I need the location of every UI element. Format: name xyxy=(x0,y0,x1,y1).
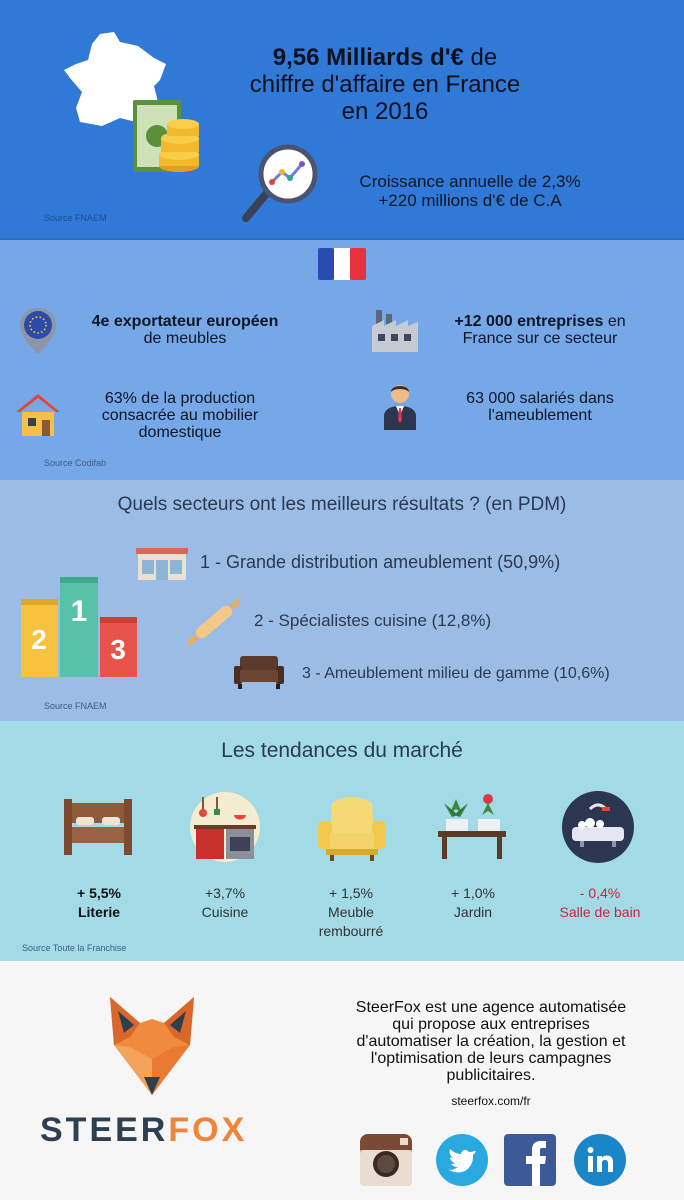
trend-literie: + 5,5% Literie xyxy=(44,884,154,922)
france-flag-icon xyxy=(318,248,366,280)
production-stat: 63% de la production consacrée au mobili… xyxy=(70,390,290,441)
brand-fox: FOX xyxy=(168,1111,248,1149)
armchair-icon xyxy=(316,795,388,861)
bed-icon xyxy=(62,797,134,857)
footer-section: STEERFOX SteerFox est une agence automat… xyxy=(0,961,684,1200)
hero-section: 9,56 Milliards d'€ de chiffre d'affaire … xyxy=(0,0,684,240)
trends-title: Les tendances du marché xyxy=(221,739,463,762)
production-line1: 63% de la production xyxy=(104,390,256,407)
trend-salle-de-bain: - 0,4% Salle de bain xyxy=(540,884,660,922)
employees-line1: 63 000 salariés dans xyxy=(466,390,614,407)
podium-third: 3 xyxy=(110,634,126,665)
companies-rest1: en xyxy=(603,313,626,330)
trend-value: - 0,4% xyxy=(579,885,621,901)
stats-section: 4e exportateur européen de meubles +12 0… xyxy=(0,240,684,480)
trend-value: + 1,5% xyxy=(329,885,373,901)
employee-icon xyxy=(380,380,420,430)
company-description: SteerFox est une agence automatisée qui … xyxy=(326,999,656,1084)
eu-pin-icon xyxy=(18,306,58,356)
trend-label: Cuisine xyxy=(201,904,249,920)
linkedin-icon[interactable] xyxy=(574,1134,626,1186)
hero-line3: en 2016 xyxy=(341,98,429,125)
fox-logo-icon xyxy=(110,997,194,1097)
store-icon xyxy=(136,546,188,582)
rolling-pin-icon xyxy=(188,598,240,646)
facebook-icon[interactable] xyxy=(504,1134,556,1186)
trend-label: Jardin xyxy=(453,904,493,920)
trend-value: + 5,5% xyxy=(77,885,121,901)
magnifier-chart-icon xyxy=(240,144,324,226)
house-icon xyxy=(14,390,62,438)
instagram-icon[interactable] xyxy=(360,1134,412,1186)
kitchen-icon xyxy=(190,791,260,863)
employees-stat: 63 000 salariés dans l'ameublement xyxy=(430,390,650,424)
trend-value: +3,7% xyxy=(204,885,246,901)
companies-rest2: France sur ce secteur xyxy=(462,330,618,347)
hero-amount: 9,56 Milliards d'€ xyxy=(272,44,464,71)
hero-line1-rest: de xyxy=(463,44,498,71)
sector-item-1: 1 - Grande distribution ameublement (50,… xyxy=(200,552,561,572)
trend-value: + 1,0% xyxy=(451,885,495,901)
growth-text: Croissance annuelle de 2,3% +220 million… xyxy=(320,172,620,210)
hero-source: Source FNAEM xyxy=(44,213,107,223)
trend-jardin: + 1,0% Jardin xyxy=(418,884,528,922)
trend-cuisine: +3,7% Cuisine xyxy=(170,884,280,922)
trends-section: Les tendances du marché xyxy=(0,721,684,961)
desc-line5: publicitaires. xyxy=(446,1067,536,1084)
sectors-source: Source FNAEM xyxy=(44,701,107,711)
twitter-icon[interactable] xyxy=(436,1134,488,1186)
desc-line1: SteerFox est une agence automatisée xyxy=(355,999,627,1016)
desc-line4: l'optimisation de leurs campagnes xyxy=(370,1050,612,1067)
hero-line2: chiffre d'affaire en France xyxy=(249,71,521,98)
companies-bold: +12 000 entreprises xyxy=(454,313,604,330)
brand-wordmark: STEERFOX xyxy=(40,1111,247,1150)
desc-line3: d'automatiser la création, la gestion et xyxy=(356,1033,626,1050)
podium-icon: 2 1 3 xyxy=(20,577,138,677)
sectors-section: Quels secteurs ont les meilleurs résulta… xyxy=(0,480,684,721)
production-line2: consacrée au mobilier xyxy=(101,407,259,424)
sectors-title: Quels secteurs ont les meilleurs résulta… xyxy=(117,494,567,515)
website-link[interactable]: steerfox.com/fr xyxy=(451,1094,531,1108)
export-rest: de meubles xyxy=(143,330,227,347)
podium-second: 2 xyxy=(31,624,47,655)
bathtub-icon xyxy=(562,791,634,863)
sector-item-3: 3 - Ameublement milieu de gamme (10,6%) xyxy=(302,665,610,682)
trend-label: Salle de bain xyxy=(559,904,641,920)
export-stat: 4e exportateur européen de meubles xyxy=(60,313,310,347)
money-icon xyxy=(133,98,203,174)
factory-icon xyxy=(372,308,418,352)
growth-line1: Croissance annuelle de 2,3% xyxy=(359,172,581,191)
export-bold: 4e exportateur européen xyxy=(91,313,279,330)
production-line3: domestique xyxy=(138,424,222,441)
hero-headline: 9,56 Milliards d'€ de chiffre d'affaire … xyxy=(200,44,570,125)
companies-stat: +12 000 entreprises en France sur ce sec… xyxy=(420,313,660,347)
podium-first: 1 xyxy=(71,595,88,628)
trend-meuble-rembourre: + 1,5% Meuble rembourré xyxy=(296,884,406,941)
employees-line2: l'ameublement xyxy=(488,407,592,424)
stats-source: Source Codifab xyxy=(44,458,107,468)
trend-label: Literie xyxy=(77,904,120,920)
garden-plants-icon xyxy=(436,793,508,859)
desc-line2: qui propose aux entreprises xyxy=(392,1016,590,1033)
trends-source: Source Toute la Franchise xyxy=(22,943,127,953)
brand-steer: STEER xyxy=(40,1111,169,1149)
sofa-icon xyxy=(234,654,284,690)
growth-line2: +220 millions d'€ de C.A xyxy=(378,191,562,210)
trend-label: Meuble rembourré xyxy=(318,904,384,939)
sector-item-2: 2 - Spécialistes cuisine (12,8%) xyxy=(254,611,492,630)
